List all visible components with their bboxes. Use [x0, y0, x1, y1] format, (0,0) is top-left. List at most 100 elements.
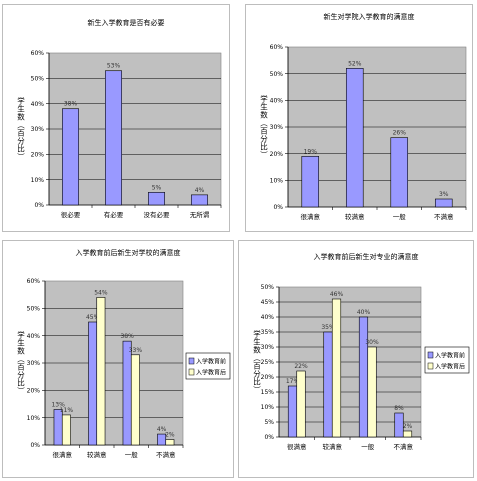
y-tick-label: 50%: [261, 284, 275, 291]
data-label: 52%: [348, 60, 362, 67]
data-label: 46%: [330, 291, 344, 298]
data-label: 26%: [393, 130, 407, 137]
data-label: 22%: [294, 363, 308, 370]
y-tick-label: 0%: [264, 434, 274, 441]
chart-school-satisfaction: 入学教育前后新生对学校的满意度 0% 10% 20% 30% 40% 50% 60% 学生数（百…: [2, 240, 234, 478]
y-tick-label: 15%: [261, 389, 275, 396]
data-label: 2%: [403, 423, 413, 430]
bar: [296, 370, 306, 438]
bar: [323, 331, 333, 438]
x-tick-label: 较满意: [323, 442, 343, 451]
chart-title: 入学教育前后新生对专业的满意度: [314, 252, 419, 261]
y-tick-label: 10%: [31, 177, 45, 184]
bar: [287, 385, 298, 438]
chart-major-satisfaction: 入学教育前后新生对专业的满意度 0% 5% 10% 15% 20% 25% 30% 35% 40%…: [238, 240, 474, 478]
y-tick-label: 30%: [261, 344, 275, 351]
legend-label: 入学教育后: [196, 369, 226, 377]
chart-school-satisfaction-svg: 入学教育前后新生对学校的满意度 0% 10% 20% 30% 40% 50% 60% 学生数（百…: [16, 248, 231, 459]
data-label: 40%: [357, 309, 371, 316]
bar: [390, 137, 409, 208]
data-label: 5%: [152, 184, 162, 191]
legend-label: 入学教育前: [435, 352, 465, 360]
x-tick-label: 不满意: [394, 442, 414, 451]
y-tick-label: 5%: [264, 419, 274, 426]
y-axis-label: 学生数（百分比）: [16, 96, 25, 161]
bar: [402, 430, 413, 438]
data-label: 38%: [64, 101, 78, 108]
data-label: 3%: [439, 191, 449, 198]
data-label: 53%: [107, 63, 121, 70]
y-tick-label: 60%: [27, 278, 41, 285]
chart-necessity: 新生入学教育是否有必要 0% 10% 20% 30% 40% 50% 60% 学生数（百分比） 很…: [2, 4, 230, 232]
y-tick-label: 0%: [30, 442, 40, 449]
y-tick-label: 30%: [31, 126, 45, 133]
x-tick-label: 一般: [125, 450, 139, 459]
bar: [53, 409, 63, 446]
bar: [61, 414, 71, 446]
x-tick-label: 一般: [393, 212, 407, 221]
data-label: 2%: [165, 432, 175, 439]
y-tick-label: 10%: [27, 415, 41, 422]
y-tick-label: 35%: [261, 329, 275, 336]
y-tick-label: 50%: [270, 71, 284, 78]
data-label: 33%: [129, 347, 143, 354]
x-tick-label: 很满意: [301, 212, 321, 221]
y-tick-label: 0%: [34, 202, 44, 209]
y-axis-label: 学生数（百分比）: [252, 329, 261, 394]
y-tick-label: 45%: [261, 299, 275, 306]
y-tick-label: 20%: [27, 388, 41, 395]
bar: [88, 321, 98, 446]
y-tick-label: 40%: [270, 98, 284, 105]
y-tick-label: 20%: [270, 151, 284, 158]
y-tick-label: 30%: [27, 360, 41, 367]
bar: [105, 70, 122, 206]
x-tick-label: 有必要: [104, 210, 124, 219]
data-label: 13%: [51, 401, 65, 408]
data-label: 30%: [365, 339, 379, 346]
bar: [367, 346, 377, 438]
data-label: 35%: [321, 324, 335, 331]
x-tick-label: 很满意: [53, 450, 73, 459]
x-tick-label: 较满意: [87, 450, 107, 459]
bar: [62, 108, 79, 206]
data-label: 19%: [304, 148, 318, 155]
legend-label: 入学教育后: [435, 363, 465, 371]
bar: [191, 194, 208, 206]
chart-college-satisfaction: 新生对学院入学教育的满意度 0% 10% 20% 30% 40% 50% 60% 学生数（百分比…: [245, 4, 473, 232]
chart-title: 新生对学院入学教育的满意度: [324, 12, 415, 21]
y-tick-label: 40%: [31, 101, 45, 108]
chart-college-satisfaction-svg: 新生对学院入学教育的满意度 0% 10% 20% 30% 40% 50% 60% 学生数（百分比…: [259, 12, 467, 221]
x-tick-label: 不满意: [156, 450, 176, 459]
bar: [331, 298, 342, 438]
x-tick-label: 很必要: [61, 210, 81, 219]
bar: [434, 198, 453, 208]
data-label: 4%: [157, 426, 167, 433]
data-label: 8%: [394, 405, 404, 412]
data-label: 54%: [94, 289, 108, 296]
bar: [358, 316, 369, 438]
x-tick-label: 不满意: [434, 212, 454, 221]
x-tick-label: 无所谓: [190, 210, 210, 219]
bar: [394, 412, 404, 438]
chart-major-satisfaction-svg: 入学教育前后新生对专业的满意度 0% 5% 10% 15% 20% 25% 30% 35% 40%…: [252, 252, 470, 451]
y-tick-label: 0%: [273, 204, 283, 211]
legend-label: 入学教育前: [196, 358, 226, 366]
data-label: 4%: [195, 187, 205, 194]
bar: [130, 354, 140, 446]
y-tick-label: 50%: [27, 306, 41, 313]
y-tick-label: 10%: [261, 404, 275, 411]
chart-title: 入学教育前后新生对学校的满意度: [76, 248, 181, 257]
x-tick-label: 较满意: [345, 212, 365, 221]
y-tick-label: 25%: [261, 359, 275, 366]
y-tick-label: 60%: [270, 44, 284, 51]
bar: [96, 297, 106, 446]
y-tick-label: 20%: [31, 152, 45, 159]
y-tick-label: 40%: [27, 333, 41, 340]
bar: [122, 340, 132, 446]
chart-title: 新生入学教育是否有必要: [88, 18, 165, 27]
y-tick-label: 20%: [261, 374, 275, 381]
bar: [301, 156, 320, 208]
chart-necessity-svg: 新生入学教育是否有必要 0% 10% 20% 30% 40% 50% 60% 学生数（百分比） 很…: [16, 18, 222, 219]
data-label: 11%: [60, 407, 74, 414]
